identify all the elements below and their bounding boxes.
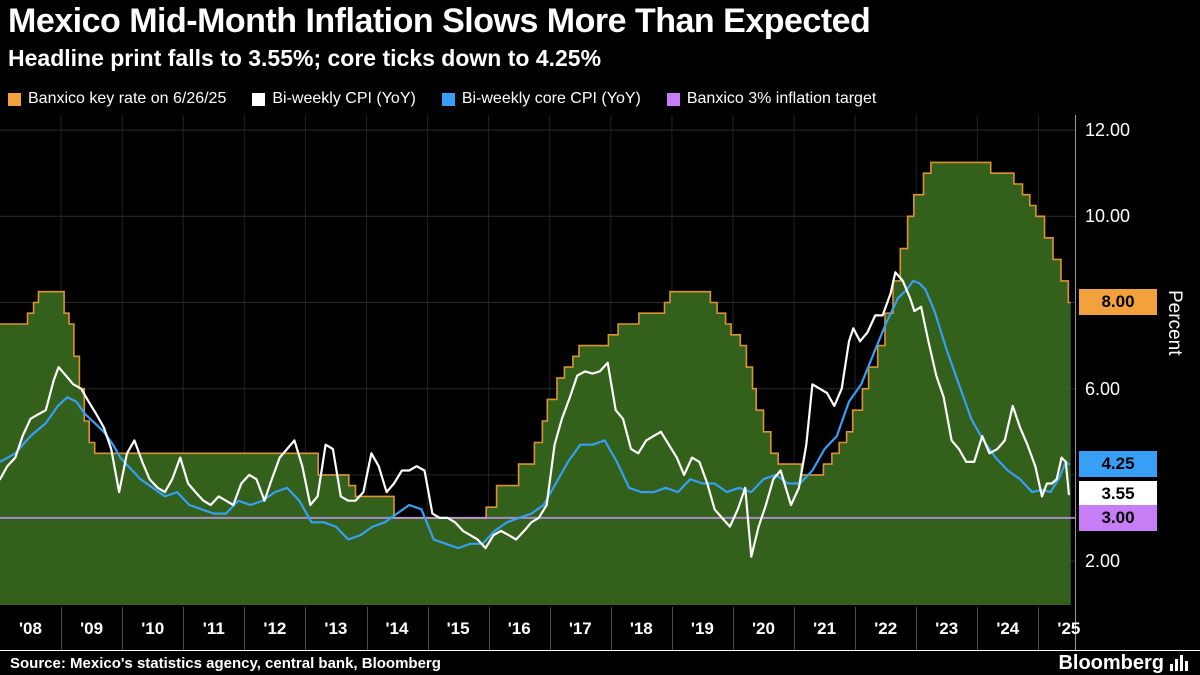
bloomberg-logo-icon xyxy=(1170,655,1188,671)
legend-label: Banxico 3% inflation target xyxy=(686,90,877,107)
legend-label: Bi-weekly core CPI (YoY) xyxy=(461,90,641,107)
x-tick-label: '16 xyxy=(507,619,531,638)
core-cpi-line xyxy=(0,279,1071,550)
footer-bar: Source: Mexico's statistics agency, cent… xyxy=(0,650,1200,675)
x-tick-label: '23 xyxy=(935,619,959,638)
value-badge-4.25: 4.25 xyxy=(1079,451,1157,478)
value-badge-3.00: 3.00 xyxy=(1079,504,1157,531)
legend-item: Bi-weekly core CPI (YoY) xyxy=(441,90,641,108)
key-rate-area xyxy=(0,162,1071,605)
x-tick-label: '15 xyxy=(446,619,470,638)
legend-swatch-icon xyxy=(8,92,21,106)
x-tick-mark xyxy=(1038,607,1040,650)
x-tick-mark xyxy=(244,607,246,650)
x-tick-mark xyxy=(977,607,979,650)
x-tick-mark xyxy=(733,607,734,650)
legend-item: Banxico key rate on 6/26/25 xyxy=(8,90,226,108)
y-tick-label: 10.00 xyxy=(1085,206,1131,227)
x-tick-mark xyxy=(916,607,918,650)
x-tick-mark xyxy=(671,607,673,650)
value-badge-3.55: 3.55 xyxy=(1079,481,1157,508)
x-tick-label: '11 xyxy=(202,619,225,638)
y-tick-label: 2.00 xyxy=(1085,551,1121,572)
x-tick-mark xyxy=(122,607,124,650)
x-tick-label: '24 xyxy=(996,619,1020,638)
x-tick-label: '17 xyxy=(568,619,592,638)
source-note: Source: Mexico's statistics agency, cent… xyxy=(10,654,441,672)
value-badge-8.00: 8.00 xyxy=(1079,289,1157,316)
y-axis-title: Percent xyxy=(1164,290,1185,356)
x-tick-mark xyxy=(61,607,63,650)
y-axis-line xyxy=(1075,115,1076,650)
x-tick-label: '22 xyxy=(874,619,898,638)
page-subtitle: Headline print falls to 3.55%; core tick… xyxy=(8,45,602,71)
legend-swatch-icon xyxy=(666,92,680,106)
legend-swatch-icon xyxy=(252,92,266,106)
x-tick-label: '14 xyxy=(385,619,409,638)
x-tick-label: '08 xyxy=(19,619,42,638)
x-tick-label: '20 xyxy=(752,619,775,638)
x-tick-label: '21 xyxy=(813,619,837,638)
x-tick-label: '18 xyxy=(629,619,653,638)
page-title: Mexico Mid-Month Inflation Slows More Th… xyxy=(8,2,871,40)
x-tick-mark xyxy=(549,607,551,650)
y-tick-label: 12.00 xyxy=(1085,120,1131,141)
x-tick-label: '09 xyxy=(80,619,104,638)
x-tick-label: '12 xyxy=(263,619,287,638)
x-tick-label: '25 xyxy=(1057,619,1081,638)
cpi-line xyxy=(0,271,1071,558)
x-tick-mark xyxy=(305,607,307,650)
legend-label: Bi-weekly CPI (YoY) xyxy=(272,90,416,107)
x-tick-mark xyxy=(427,607,429,650)
bloomberg-wordmark: Bloomberg xyxy=(1058,651,1164,674)
x-tick-mark xyxy=(366,607,368,650)
legend-item: Banxico 3% inflation target xyxy=(666,90,877,108)
x-tick-label: '13 xyxy=(324,619,348,638)
x-tick-mark xyxy=(183,607,185,650)
x-tick-mark xyxy=(488,607,490,650)
x-tick-mark xyxy=(610,607,612,650)
x-tick-label: '10 xyxy=(141,619,165,638)
plot-area xyxy=(0,115,1075,605)
y-tick-label: 6.00 xyxy=(1085,378,1121,399)
legend-item: Bi-weekly CPI (YoY) xyxy=(252,90,416,108)
chart-legend: Banxico key rate on 6/26/25 Bi-weekly CPI… xyxy=(8,90,876,108)
x-tick-mark xyxy=(794,607,795,650)
bloomberg-logo: Bloomberg xyxy=(1058,652,1190,675)
legend-swatch-icon xyxy=(441,92,455,106)
x-tick-label: '19 xyxy=(690,619,714,638)
legend-label: Banxico key rate on 6/26/25 xyxy=(28,90,227,107)
x-axis: '08 '09 '10 '11 '12 '13 '14 '15 '16 '17 '18 '19 '20 '… xyxy=(0,605,1080,650)
key-rate-step-line xyxy=(0,161,1071,519)
x-tick-mark xyxy=(855,607,857,650)
